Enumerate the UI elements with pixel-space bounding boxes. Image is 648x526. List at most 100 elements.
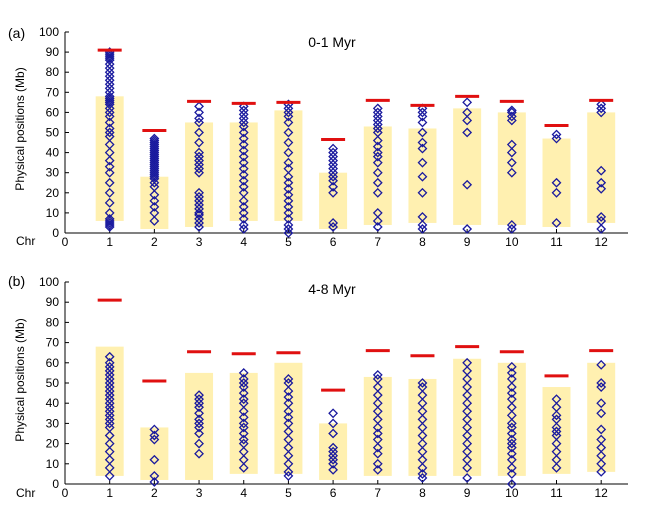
data-point: [417, 137, 428, 148]
data-point: [283, 163, 294, 174]
data-point: [283, 111, 294, 122]
data-point: [149, 424, 160, 435]
data-point: [104, 75, 115, 86]
data-point: [506, 220, 517, 230]
data-point: [238, 438, 249, 449]
data-point: [462, 97, 473, 108]
data-point: [283, 137, 294, 148]
data-point: [283, 458, 294, 469]
data-point: [551, 133, 562, 144]
data-point: [596, 466, 607, 477]
data-point: [372, 135, 383, 146]
data-point: [328, 442, 339, 453]
data-point: [194, 203, 204, 214]
data-point: [283, 183, 294, 194]
data-point: [238, 394, 249, 405]
data-point: [194, 187, 204, 198]
data-point: [104, 390, 115, 401]
band-chr8: [408, 378, 437, 476]
x-tick-label: 11: [550, 486, 563, 500]
data-point: [238, 201, 249, 212]
data-point: [283, 406, 294, 417]
data-point: [372, 406, 383, 417]
data-point: [283, 117, 294, 128]
data-point: [506, 410, 517, 421]
data-point: [372, 167, 383, 178]
data-point: [104, 361, 115, 372]
data-point: [104, 83, 115, 94]
panel-b: (b) 4-8 Myr Physical positions (Mb) Chr …: [8, 273, 628, 500]
data-point: [283, 103, 294, 114]
x-tick-label: 2: [151, 235, 158, 249]
data-point: [238, 113, 249, 124]
x-tick-label: 11: [550, 235, 563, 249]
data-point: [238, 169, 249, 180]
data-point: [417, 111, 428, 122]
data-point: [417, 454, 428, 465]
data-point: [596, 382, 607, 392]
x-tick-label: 10: [505, 235, 519, 249]
data-point: [283, 398, 294, 409]
data-point: [283, 450, 294, 461]
data-point: [462, 462, 473, 473]
panel-label: (b): [8, 273, 25, 289]
data-point: [328, 147, 339, 158]
data-point: [238, 224, 249, 234]
data-point: [104, 414, 115, 425]
data-point: [283, 177, 294, 188]
data-point: [417, 220, 428, 230]
data-point: [104, 351, 115, 362]
data-point: [551, 462, 562, 473]
x-axis-label: Chr: [16, 486, 35, 500]
data-point: [506, 394, 517, 405]
data-point: [104, 410, 115, 421]
data-point: [149, 471, 160, 481]
data-point: [417, 438, 428, 449]
band-chr3: [185, 372, 214, 480]
data-point: [194, 414, 204, 425]
data-point: [551, 414, 562, 425]
data-point: [283, 412, 294, 423]
data-point: [238, 398, 249, 409]
data-point: [238, 151, 249, 162]
data-point: [104, 103, 115, 114]
data-point: [238, 139, 249, 150]
data-point: [551, 187, 562, 198]
data-point: [194, 390, 204, 401]
x-tick-label: 6: [330, 235, 337, 249]
data-point: [104, 139, 115, 150]
data-point: [283, 434, 294, 445]
data-point: [506, 454, 517, 465]
data-point: [104, 147, 115, 158]
data-point: [149, 177, 160, 188]
data-point: [194, 117, 204, 128]
data-point: [283, 426, 294, 437]
y-tick-label: 0: [52, 226, 59, 240]
data-point: [328, 163, 339, 174]
data-point: [194, 448, 204, 459]
data-point: [104, 71, 115, 82]
data-point: [104, 79, 115, 90]
data-point: [104, 123, 115, 134]
data-point: [462, 446, 473, 457]
data-point: [238, 220, 249, 230]
data-point: [104, 370, 115, 380]
x-tick-label: 7: [374, 486, 381, 500]
data-point: [194, 147, 204, 158]
data-point: [372, 222, 383, 232]
data-point: [551, 422, 562, 433]
data-point: [149, 195, 160, 206]
data-point: [417, 406, 428, 417]
data-point: [417, 107, 428, 118]
data-point: [104, 131, 115, 142]
band-chr1: [95, 96, 124, 221]
x-tick-label: 6: [330, 486, 337, 500]
y-tick-label: 60: [46, 356, 60, 370]
y-tick-label: 80: [46, 65, 60, 79]
data-point: [149, 454, 160, 465]
data-point: [104, 454, 115, 465]
data-point: [283, 471, 294, 481]
data-point: [506, 438, 517, 449]
data-point: [328, 151, 339, 162]
